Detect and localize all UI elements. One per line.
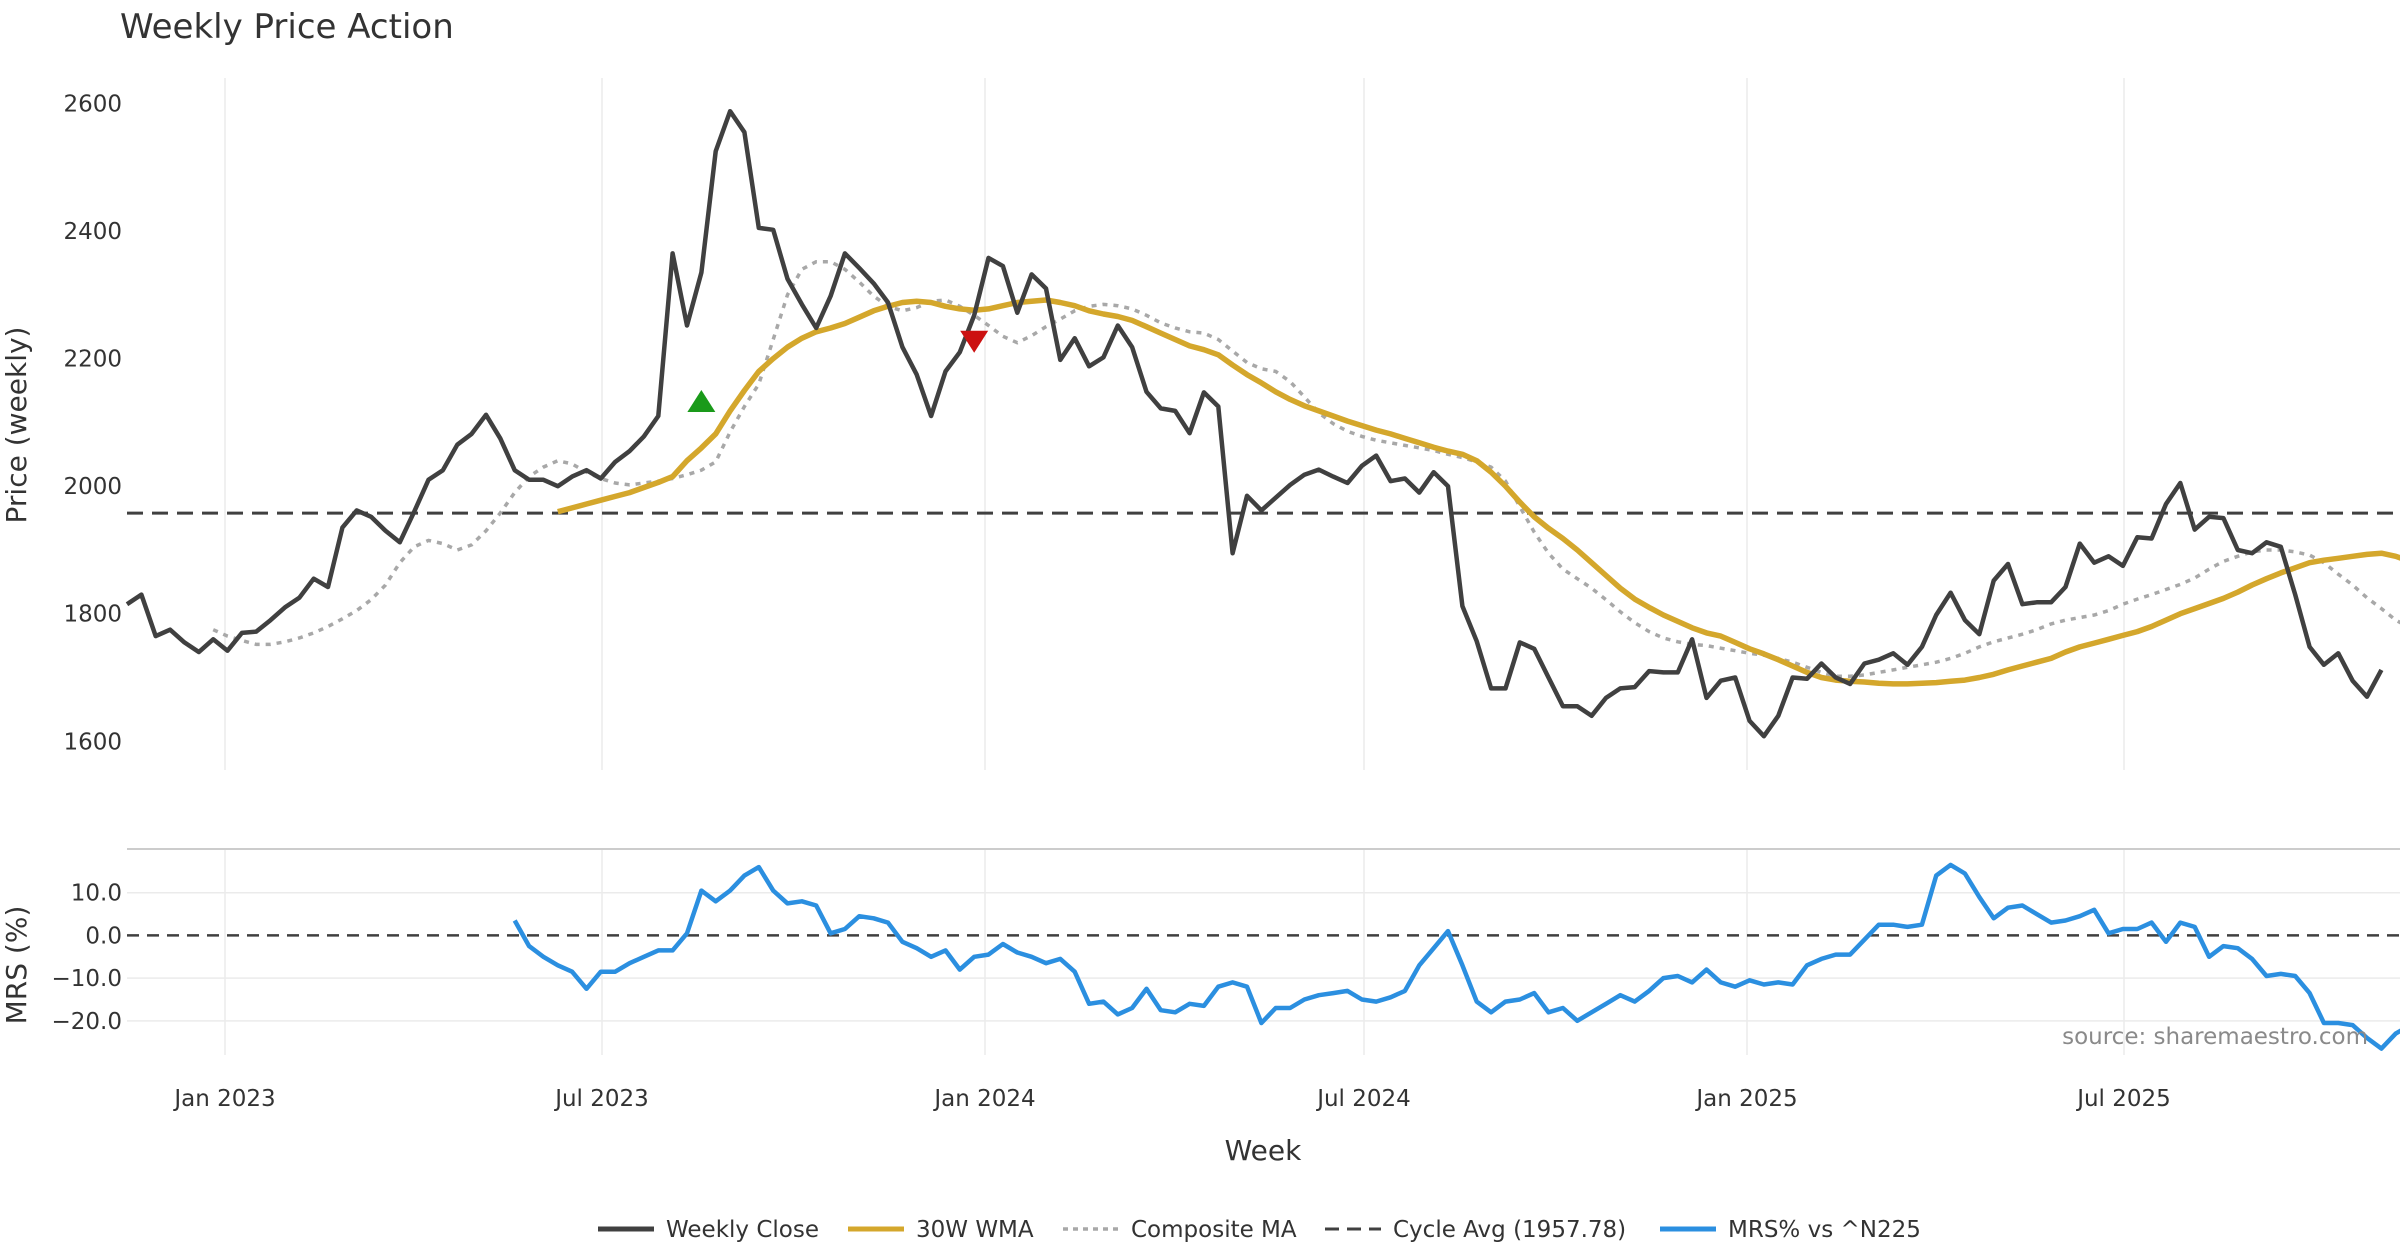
x-tick-label: Jan 2024 — [932, 1086, 1035, 1112]
x-tick-label: Jan 2025 — [1694, 1086, 1797, 1112]
weekly-close-line — [125, 108, 2384, 739]
wma-30w-line — [557, 297, 2400, 687]
price-axis-title: Price (weekly) — [0, 327, 33, 524]
legend-item: Composite MA — [1063, 1217, 1297, 1243]
legend: Weekly Close 30W WMA Composite MA Cycle Avg… — [598, 1217, 1921, 1243]
x-tick-label: Jul 2024 — [1315, 1086, 1411, 1112]
source-note: source: sharemaestro.com — [2062, 1024, 2368, 1050]
legend-label: 30W WMA — [916, 1217, 1034, 1243]
x-axis-title: Week — [1225, 1134, 1302, 1167]
mrs-y-tick-label: −20.0 — [52, 1009, 122, 1035]
legend-item: Cycle Avg (1957.78) — [1325, 1217, 1626, 1243]
grid-layer — [224, 78, 2125, 1055]
mrs-y-tick-label: 10.0 — [71, 881, 122, 907]
mrs-panel: 10.0 0.0 −10.0 −20.0 — [52, 848, 2400, 1051]
mrs-line — [512, 862, 2400, 1051]
mrs-axis-title: MRS (%) — [0, 906, 33, 1025]
x-tick-label: Jul 2023 — [553, 1086, 649, 1112]
price-y-tick-label: 2600 — [63, 92, 122, 118]
x-axis: Jan 2023 Jul 2023 Jan 2024 Jul 2024 Jan 2025… — [172, 1086, 2170, 1112]
mrs-series-group — [512, 862, 2400, 1051]
price-y-tick-label: 1800 — [63, 602, 122, 628]
mrs-y-tick-label: 0.0 — [85, 923, 122, 949]
price-y-tick-label: 1600 — [63, 729, 122, 755]
price-series-group — [125, 108, 2400, 739]
legend-item: Weekly Close — [598, 1217, 819, 1243]
x-tick-label: Jan 2023 — [172, 1086, 275, 1112]
x-tick-label: Jul 2025 — [2075, 1086, 2171, 1112]
composite-ma-line — [212, 259, 2400, 678]
buy-signal-marker — [687, 389, 716, 412]
chart-title: Weekly Price Action — [120, 7, 454, 47]
price-y-tick-label: 2400 — [63, 219, 122, 245]
legend-label: MRS% vs ^N225 — [1728, 1217, 1921, 1243]
price-panel: 1600 1800 2000 2200 2400 2600 — [63, 92, 2400, 755]
legend-label: Composite MA — [1131, 1217, 1297, 1243]
legend-item: MRS% vs ^N225 — [1660, 1217, 1921, 1243]
sell-signal-marker — [960, 330, 989, 353]
mrs-y-tick-label: −10.0 — [52, 966, 122, 992]
price-y-tick-label: 2000 — [63, 474, 122, 500]
legend-label: Cycle Avg (1957.78) — [1393, 1217, 1626, 1243]
price-y-tick-label: 2200 — [63, 347, 122, 373]
legend-item: 30W WMA — [848, 1217, 1034, 1243]
legend-label: Weekly Close — [666, 1217, 819, 1243]
